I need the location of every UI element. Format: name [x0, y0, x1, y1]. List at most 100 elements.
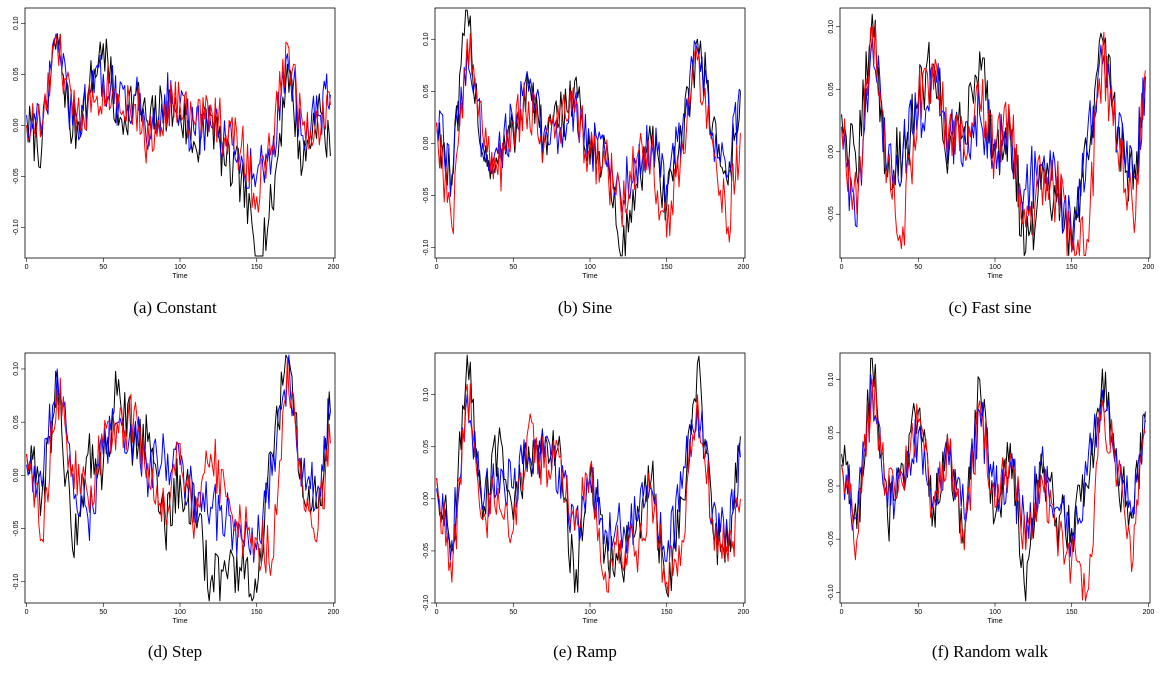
caption-f: (f) Random walk — [931, 642, 1049, 661]
x-tick-label: 100 — [584, 264, 596, 271]
series-line — [841, 374, 1146, 557]
series-line — [841, 373, 1146, 602]
y-tick-label: 0.05 — [13, 67, 20, 81]
chart-d: 0 50 100 150 200 Time -0.10 -0.05 0.00 0.05 0.10 — [13, 352, 340, 625]
x-tick-label: 50 — [914, 264, 922, 271]
x-tick-label: 0 — [840, 264, 844, 271]
series-line — [26, 357, 331, 576]
y-tick-label: -0.10 — [13, 219, 20, 235]
x-tick-label: 50 — [99, 264, 107, 271]
y-tick-label: 0.10 — [13, 16, 20, 30]
y-tick-label: 0.10 — [423, 32, 430, 46]
y-tick-label: -0.05 — [828, 531, 835, 547]
series-line — [436, 383, 741, 596]
panel-d: 0 50 100 150 200 Time -0.10 -0.05 0.00 0.05 0.10 (… — [5, 345, 345, 675]
y-tick-label: -0.10 — [13, 574, 20, 590]
x-axis-label: Time — [172, 273, 187, 280]
plot-frame — [24, 7, 336, 259]
x-tick-label: 0 — [435, 609, 439, 616]
y-tick-label: -0.05 — [13, 520, 20, 536]
x-tick-label: 100 — [989, 264, 1001, 271]
panel-a: 0 50 100 150 200 Time -0.10 -0.05 0.00 0.05 0.10 (… — [5, 0, 345, 330]
y-tick-label: 0.10 — [828, 373, 835, 387]
x-tick-label: 150 — [661, 609, 673, 616]
y-tick-label: -0.05 — [423, 543, 430, 559]
series-line — [26, 354, 331, 563]
x-tick-label: 100 — [174, 609, 186, 616]
y-tick-label: 0.00 — [13, 468, 20, 482]
y-tick-label: -0.05 — [13, 168, 20, 184]
x-axis-label: Time — [987, 618, 1002, 625]
x-tick-label: 50 — [509, 609, 517, 616]
caption-e: (e) Ramp — [553, 642, 617, 661]
y-tick-label: 0.00 — [828, 479, 835, 493]
x-tick-label: 0 — [435, 264, 439, 271]
y-tick-label: 0.10 — [13, 362, 20, 376]
x-axis-label: Time — [987, 273, 1002, 280]
chart-a: 0 50 100 150 200 Time -0.10 -0.05 0.00 0.05 0.10 — [13, 7, 340, 280]
y-tick-label: 0.05 — [423, 440, 430, 454]
y-tick-label: -0.10 — [423, 595, 430, 611]
y-tick-label: 0.05 — [828, 426, 835, 440]
y-tick-label: 0.05 — [828, 82, 835, 96]
y-tick-label: -0.05 — [828, 206, 835, 222]
series-line — [841, 357, 1146, 602]
y-tick-label: 0.10 — [423, 388, 430, 402]
x-tick-label: 150 — [1066, 609, 1078, 616]
x-axis-label: Time — [582, 273, 597, 280]
y-tick-label: 0.10 — [828, 20, 835, 34]
chart-b: 0 50 100 150 200 Time -0.10 -0.05 0.00 0.05 0.10 — [423, 7, 750, 280]
series-line — [841, 13, 1146, 256]
chart-e: 0 50 100 150 200 Time -0.10 -0.05 0.00 0.05 0.10 — [423, 352, 750, 625]
panel-b: 0 50 100 150 200 Time -0.10 -0.05 0.00 0.05 0.10 (… — [415, 0, 755, 330]
caption-d: (d) Step — [147, 642, 203, 661]
series-line — [841, 23, 1146, 256]
x-tick-label: 200 — [738, 264, 750, 271]
x-tick-label: 50 — [99, 609, 107, 616]
x-tick-label: 50 — [914, 609, 922, 616]
x-tick-label: 100 — [174, 264, 186, 271]
series-line — [436, 354, 741, 598]
series-line — [26, 354, 331, 602]
y-tick-label: -0.10 — [423, 240, 430, 256]
caption-c: (c) Fast sine — [948, 298, 1032, 317]
panel-e: 0 50 100 150 200 Time -0.10 -0.05 0.00 0.05 0.10 (… — [415, 345, 755, 675]
x-tick-label: 0 — [840, 609, 844, 616]
y-tick-label: 0.05 — [423, 84, 430, 98]
chart-f: 0 50 100 150 200 Time -0.10 -0.05 0.00 0.05 0.10 — [828, 352, 1155, 625]
caption-b: (b) Sine — [557, 298, 613, 317]
x-tick-label: 150 — [661, 264, 673, 271]
y-tick-label: 0.00 — [423, 136, 430, 150]
series-line — [841, 38, 1146, 251]
x-tick-label: 50 — [509, 264, 517, 271]
series-line — [436, 40, 741, 213]
plot-frame — [839, 7, 1151, 259]
x-tick-label: 100 — [989, 609, 1001, 616]
y-tick-label: 0.00 — [13, 118, 20, 132]
x-tick-label: 0 — [25, 609, 29, 616]
x-tick-label: 200 — [1143, 609, 1155, 616]
x-axis-label: Time — [172, 618, 187, 625]
series-line — [436, 394, 741, 562]
x-axis-label: Time — [582, 618, 597, 625]
x-tick-label: 200 — [738, 609, 750, 616]
series-line — [26, 33, 331, 213]
x-tick-label: 200 — [328, 264, 340, 271]
y-tick-label: -0.05 — [423, 187, 430, 203]
plot-frame — [434, 7, 746, 259]
panel-c: 0 50 100 150 200 Time -0.05 0.00 0.05 0.10 (c) Fa… — [820, 0, 1160, 330]
y-tick-label: 0.00 — [828, 145, 835, 159]
x-tick-label: 150 — [251, 264, 263, 271]
y-tick-label: 0.00 — [423, 492, 430, 506]
caption-a: (a) Constant — [133, 298, 217, 317]
x-tick-label: 200 — [1143, 264, 1155, 271]
x-tick-label: 100 — [584, 609, 596, 616]
series-line — [436, 33, 741, 243]
y-tick-label: 0.05 — [13, 415, 20, 429]
chart-c: 0 50 100 150 200 Time -0.05 0.00 0.05 0.10 — [828, 7, 1155, 280]
x-tick-label: 200 — [328, 609, 340, 616]
y-tick-label: -0.10 — [828, 584, 835, 600]
x-tick-label: 0 — [25, 264, 29, 271]
panel-f: 0 50 100 150 200 Time -0.10 -0.05 0.00 0.05 0.10 (… — [820, 345, 1160, 675]
x-tick-label: 150 — [1066, 264, 1078, 271]
